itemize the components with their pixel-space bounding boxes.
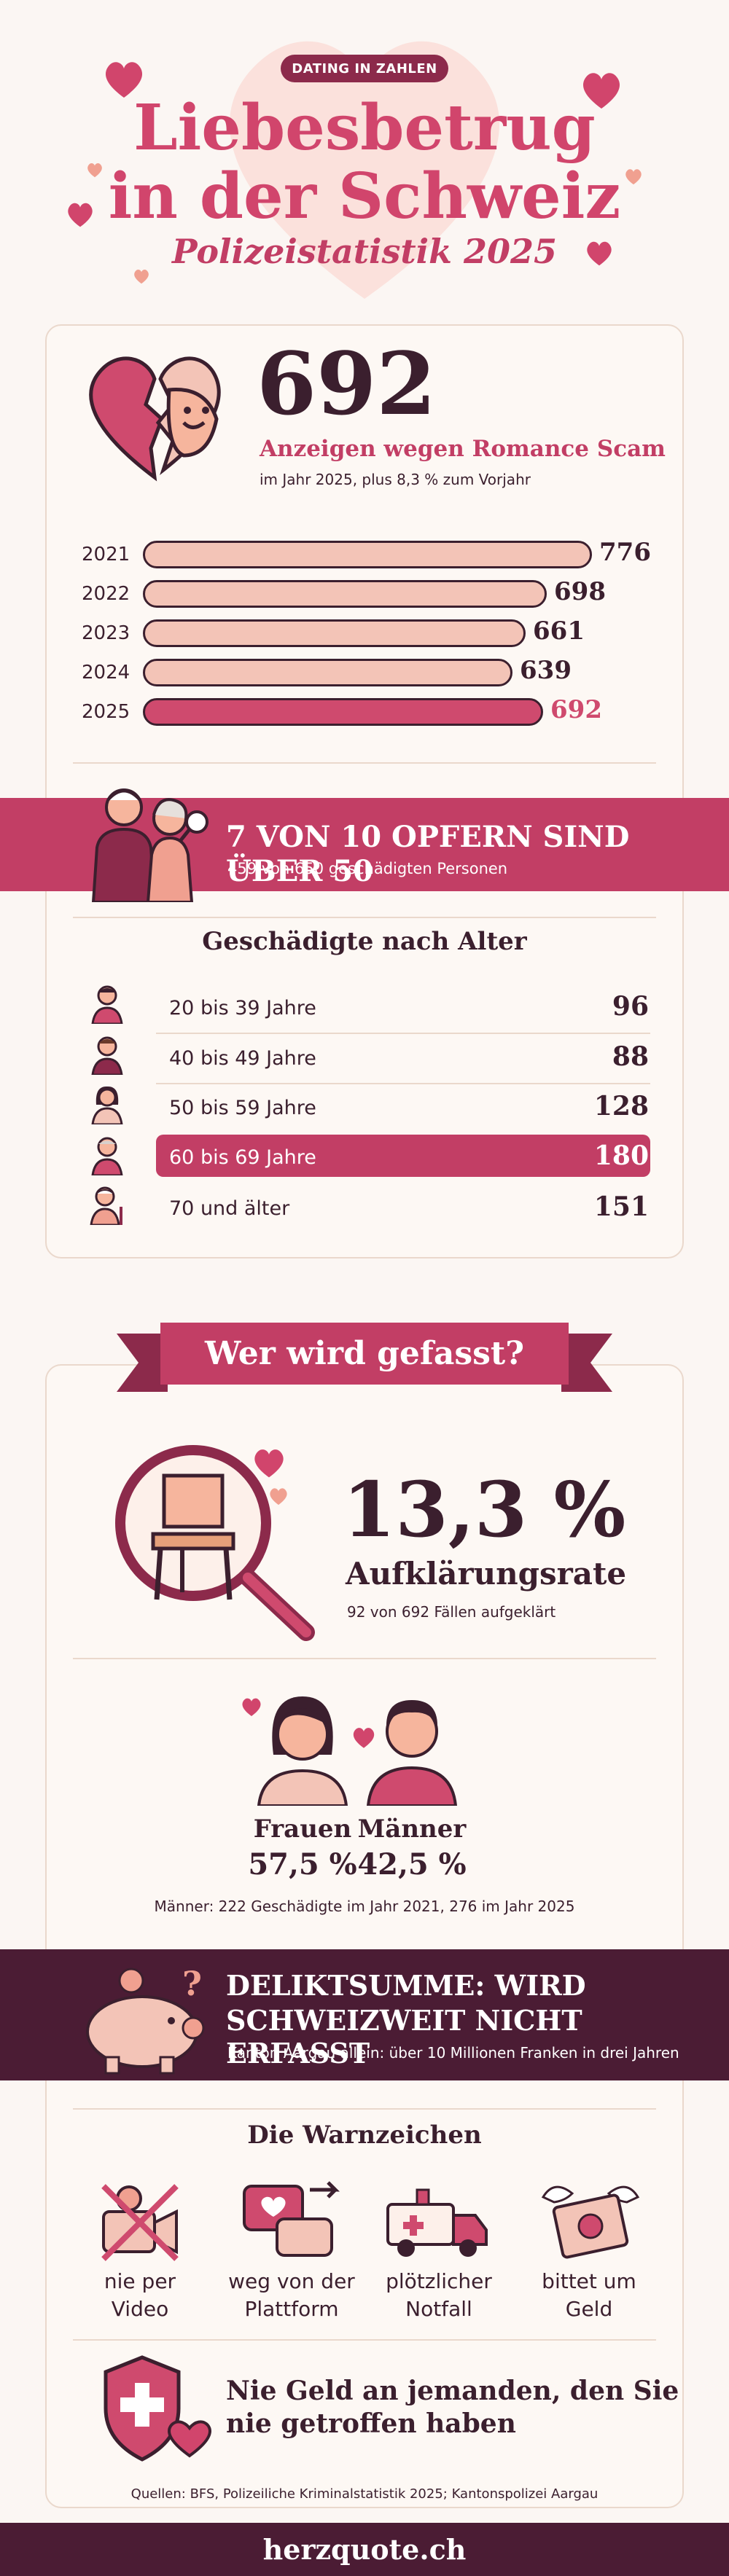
magnifier-empty-chair-icon (115, 1445, 315, 1641)
bar-value-label: 661 (533, 616, 585, 646)
clearance-rate-note: 92 von 692 Fällen aufgeklärt (347, 1603, 556, 1621)
divider (73, 2339, 656, 2341)
clearance-rate-label: Aufklärungsrate (346, 1556, 627, 1592)
bar-category-label: 2022 (82, 583, 130, 605)
sum-headline-line1: DELIKTSUMME: WIRD (226, 1969, 586, 2002)
shield-heart-icon (104, 2355, 211, 2462)
gender-note: Männer: 222 Geschädigte im Jahr 2021, 27… (154, 1898, 575, 1915)
heart-icon (87, 163, 102, 178)
bar-value-label: 776 (599, 538, 651, 567)
heart-icon (68, 203, 93, 227)
woman-person-icon (91, 1086, 123, 1124)
bar-category-label: 2025 (82, 701, 130, 723)
age-row-label: 60 bis 69 Jahre (169, 1146, 316, 1169)
reports-note: im Jahr 2025, plus 8,3 % zum Vorjahr (260, 471, 531, 488)
divider (73, 1658, 656, 1659)
broken-heart-mask-icon (89, 356, 221, 482)
divider (156, 1083, 650, 1084)
divider (156, 1033, 650, 1034)
victims-headline: 7 VON 10 OPFERN SIND ÜBER 50 (226, 820, 630, 888)
age-row-value: 96 (612, 991, 649, 1022)
bar (143, 580, 547, 608)
category-badge: DATING IN ZAHLEN (281, 55, 448, 82)
age-row-highlight (156, 1135, 650, 1177)
sum-headline-line2: SCHWEIZWEIT NICHT ERFASST (226, 2004, 582, 2070)
women-value: 57,5 % (248, 1847, 357, 1882)
heart-icon (353, 1728, 375, 1748)
statistics-card (45, 324, 684, 1258)
page-title-line1: Liebesbetrug (133, 91, 596, 165)
bar (143, 541, 592, 568)
page-subtitle: Polizeistatistik 2025 (171, 232, 558, 271)
flying-money-icon (541, 2185, 640, 2259)
heart-icon (582, 73, 620, 109)
ribbon-title: Wer wird gefasst? (204, 1335, 525, 1372)
age-row-value: 180 (593, 1140, 649, 1171)
older-couple-icon (91, 788, 208, 902)
sum-sub: Kanton Aargau allein: über 10 Millionen … (227, 2044, 679, 2062)
reports-number: 692 (257, 333, 437, 434)
age-section-title: Geschädigte nach Alter (202, 927, 527, 956)
age-row-label: 70 und älter (169, 1197, 290, 1220)
men-value: 42,5 % (357, 1847, 467, 1882)
heart-icon (587, 241, 612, 266)
bar-category-label: 2021 (82, 544, 130, 565)
heart-icon (134, 270, 149, 284)
young-person-icon (91, 985, 123, 1024)
heart-icon (242, 1698, 261, 1716)
bar-value-label: 698 (554, 577, 606, 606)
bar-value-label: 639 (520, 656, 572, 685)
heart-icon (270, 1488, 287, 1506)
adult-person-icon (91, 1036, 123, 1075)
bar (143, 619, 526, 647)
bar (143, 659, 512, 686)
bar-value-label: 692 (550, 695, 602, 724)
victims-sub: 459 von 650 geschädigten Personen (227, 860, 508, 877)
age-row-value: 128 (593, 1091, 649, 1121)
reports-label: Anzeigen wegen Romance Scam (260, 436, 666, 462)
warnings-title: Die Warnzeichen (247, 2121, 482, 2150)
men-label: Männer (357, 1814, 467, 1844)
warning-label: nie per Video (104, 2269, 176, 2321)
page-title-line2: in der Schweiz (108, 160, 621, 233)
no-video-icon (101, 2184, 179, 2261)
age-row-label: 40 bis 49 Jahre (169, 1047, 316, 1070)
piggy-bank-question-icon: ? (86, 1964, 205, 2075)
age-row-value: 88 (612, 1041, 649, 1072)
advice-line2: nie getroffen haben (226, 2408, 516, 2439)
divider (73, 762, 656, 764)
heart-icon (254, 1449, 284, 1478)
divider (73, 917, 656, 918)
bar (143, 698, 543, 726)
bar-category-label: 2023 (82, 622, 130, 644)
heart-icon (625, 169, 642, 185)
age-row-label: 50 bis 59 Jahre (169, 1097, 316, 1119)
chat-redirect-icon (243, 2181, 340, 2257)
warning-label: plötzlicher Notfall (386, 2269, 492, 2321)
footer-site-name: herzquote.ch (0, 2523, 729, 2576)
older-person-icon (91, 1137, 123, 1175)
sources-note: Quellen: BFS, Polizeiliche Kriminalstati… (130, 2486, 599, 2502)
warning-label: weg von der Plattform (228, 2269, 355, 2321)
warning-label: bittet um Geld (542, 2269, 636, 2321)
divider (73, 2108, 656, 2110)
man-icon (366, 1700, 458, 1806)
ambulance-icon (386, 2188, 488, 2257)
clearance-rate: 13,3 % (343, 1465, 626, 1554)
heart-icon (105, 62, 143, 98)
elderly-person-icon (90, 1186, 122, 1225)
advice-line1: Nie Geld an jemanden, den Sie (226, 2376, 679, 2406)
svg-text:?: ? (182, 1964, 202, 2003)
age-row-label: 20 bis 39 Jahre (169, 997, 316, 1019)
age-row-value: 151 (593, 1191, 649, 1222)
women-label: Frauen (253, 1814, 352, 1844)
background-heart-icon (229, 41, 500, 299)
woman-icon (257, 1696, 348, 1806)
section-ribbon (117, 1323, 612, 1392)
bar-category-label: 2024 (82, 662, 130, 684)
